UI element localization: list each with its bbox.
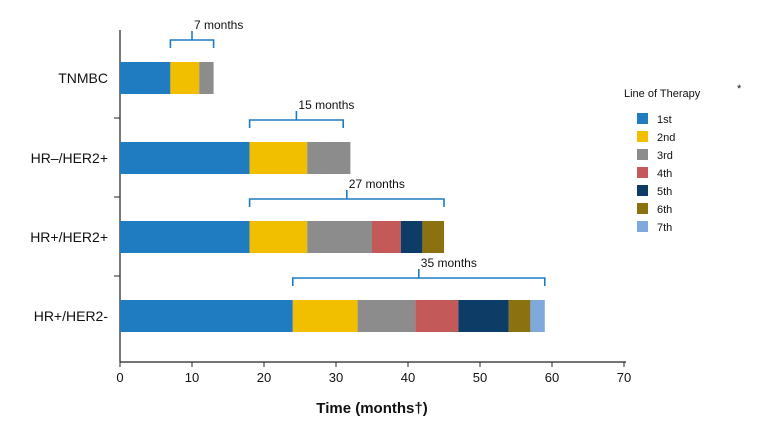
x-tick-label: 70: [617, 370, 631, 385]
bar-segment: [307, 142, 351, 174]
bar-segment: [458, 300, 509, 332]
legend-label: 2nd: [657, 132, 675, 144]
bar-segment: [530, 300, 545, 332]
legend-label: 1st: [657, 114, 672, 126]
annotation-label: 27 months: [349, 177, 405, 191]
legend-label: 5th: [657, 186, 672, 198]
bar-segment: [199, 62, 214, 94]
bar-segment: [400, 221, 423, 253]
x-tick-label: 20: [257, 370, 271, 385]
bar-segment: [415, 300, 459, 332]
annotation-label: 15 months: [298, 98, 354, 112]
x-tick-label: 10: [185, 370, 199, 385]
plot-area: 0 10 20 30 40 50 60 70 Time (months†) TNMBC HR–/HE…: [30, 18, 631, 417]
legend-swatch: [637, 113, 648, 124]
bar-segment: [307, 221, 372, 253]
legend-swatch: [637, 221, 648, 232]
annotation-label: 7 months: [194, 18, 243, 32]
bar-segment: [508, 300, 531, 332]
annotation-bracket: [169, 31, 215, 48]
legend-title-mark: *: [737, 83, 742, 95]
x-tick-label: 40: [401, 370, 415, 385]
bar-segment: [372, 221, 401, 253]
category-label: TNMBC: [58, 70, 108, 86]
bar-segment: [292, 300, 358, 332]
legend-swatch: [637, 131, 648, 142]
category-label: HR+/HER2+: [30, 229, 108, 245]
legend-swatch: [637, 149, 648, 160]
x-tick-label: 60: [545, 370, 559, 385]
bar-segment: [357, 300, 416, 332]
bar-segment: [170, 62, 200, 94]
x-axis-label: Time (months†): [316, 400, 427, 417]
category-label: HR+/HER2-: [34, 308, 109, 324]
legend-label: 7th: [657, 222, 672, 234]
annotation-bracket: [292, 269, 546, 286]
bar-segment: [120, 221, 250, 253]
legend-label: 6th: [657, 204, 672, 216]
bar-segment: [422, 221, 444, 253]
bar-segment: [249, 221, 308, 253]
annotation-label: 35 months: [421, 256, 477, 270]
annotation-bracket: [248, 190, 445, 207]
legend: Line of Therapy * 1st 2nd 3rd 4th 5th 6th 7th: [624, 83, 742, 234]
annotation-bracket: [248, 111, 344, 128]
bar-segment: [249, 142, 308, 174]
x-tick-label: 30: [329, 370, 343, 385]
x-tick-label: 50: [473, 370, 487, 385]
bar-segment: [120, 300, 293, 332]
legend-swatch: [637, 185, 648, 196]
legend-label: 4th: [657, 168, 672, 180]
legend-swatch: [637, 167, 648, 178]
bar-segment: [120, 142, 250, 174]
category-label: HR–/HER2+: [31, 150, 108, 166]
bar-segment: [120, 62, 171, 94]
legend-swatch: [637, 203, 648, 214]
x-tick-label: 0: [116, 370, 123, 385]
legend-title: Line of Therapy: [624, 88, 701, 100]
legend-label: 3rd: [657, 150, 673, 162]
